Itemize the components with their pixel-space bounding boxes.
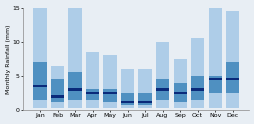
Bar (51, 79, 64, 102)
Bar (120, 101, 134, 103)
Bar (225, 11, 238, 108)
Bar (120, 69, 134, 108)
Bar (190, 38, 203, 108)
Bar (33, 8, 46, 108)
Bar (138, 101, 151, 103)
Bar (155, 42, 168, 108)
Bar (190, 76, 203, 100)
Bar (190, 88, 203, 91)
Bar (33, 85, 46, 87)
Bar (225, 62, 238, 93)
Bar (86, 52, 99, 108)
Bar (103, 90, 116, 102)
Bar (86, 92, 99, 94)
Bar (103, 55, 116, 108)
Bar (138, 69, 151, 108)
Bar (33, 62, 46, 100)
Bar (225, 78, 238, 80)
Bar (173, 83, 186, 102)
Bar (208, 8, 221, 108)
Bar (208, 76, 221, 93)
Bar (173, 59, 186, 108)
Bar (86, 90, 99, 100)
Bar (51, 95, 64, 97)
Bar (120, 93, 134, 105)
Bar (155, 79, 168, 100)
Bar (173, 92, 186, 94)
Bar (208, 78, 221, 80)
Bar (68, 72, 81, 100)
Bar (155, 88, 168, 91)
Bar (103, 92, 116, 94)
Bar (68, 8, 81, 108)
Y-axis label: Monthly Rainfall (mm): Monthly Rainfall (mm) (6, 24, 10, 93)
Bar (138, 93, 151, 105)
Bar (51, 66, 64, 108)
Bar (68, 88, 81, 91)
